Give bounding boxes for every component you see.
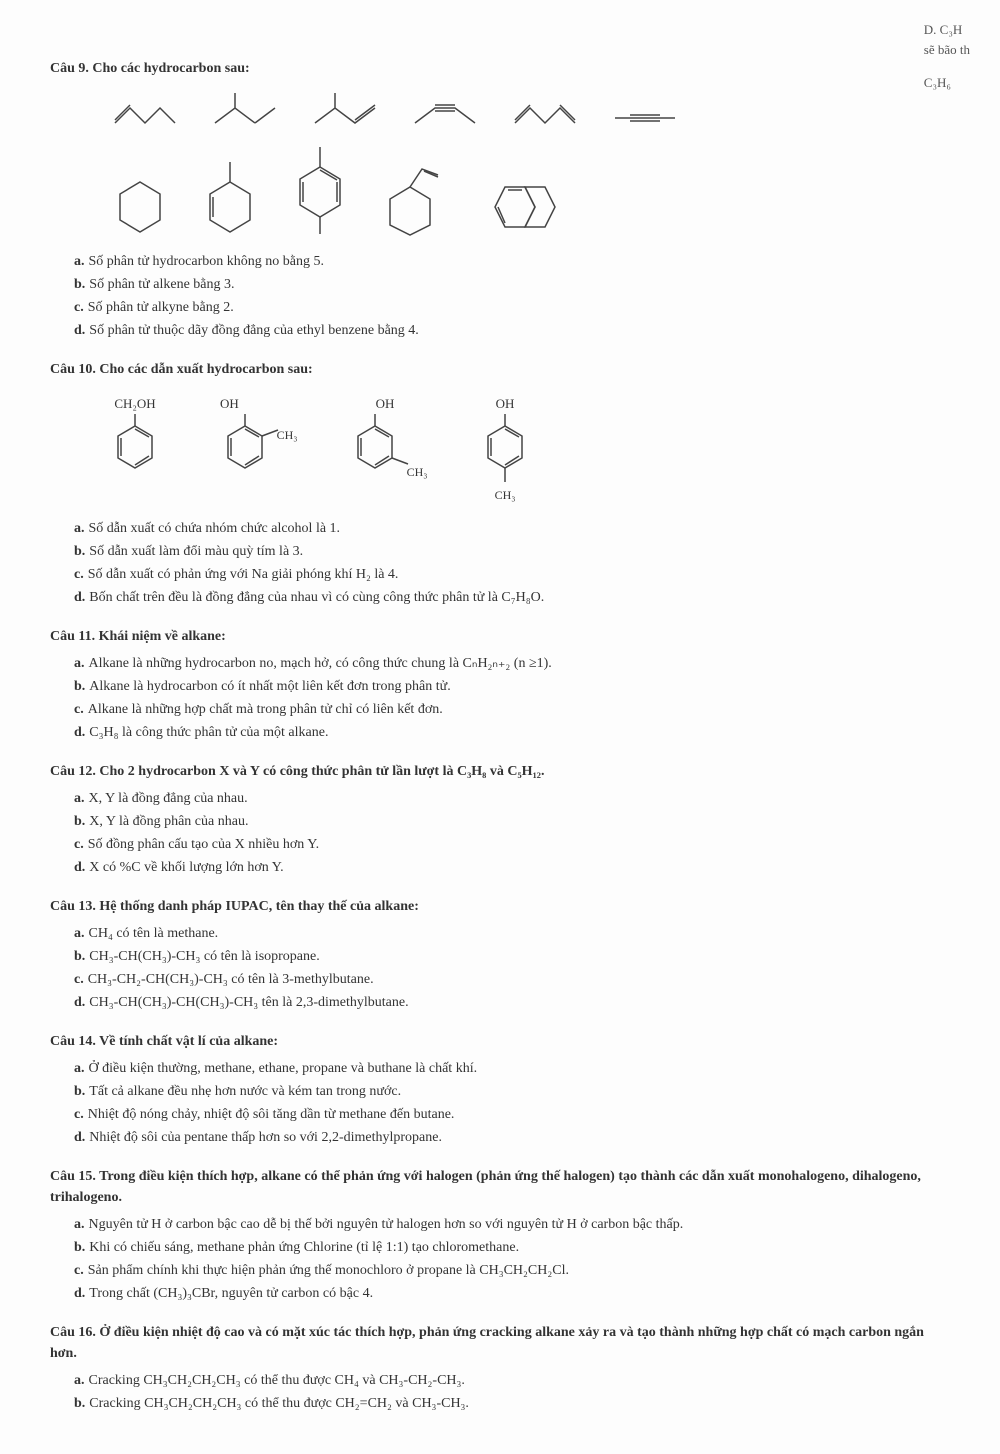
q12-a-text: X, Y là đồng đẳng của nhau.	[89, 791, 248, 806]
top-right-note: sẽ bão th	[924, 40, 970, 60]
q14-b-text: Tất cả alkane đều nhẹ hơn nước và kém ta…	[89, 1084, 401, 1099]
struct-alkyne-2	[610, 108, 680, 128]
q9-c-text: Số phân tử alkyne bằng 2.	[88, 300, 234, 315]
q11-c-text: Alkane là những hợp chất mà trong phân t…	[88, 702, 443, 717]
label-oh-3: OH	[350, 394, 420, 414]
q14-header: Câu 14. Về tính chất vật lí của alkane:	[50, 1031, 950, 1052]
top-right-d: D. C₃H	[924, 20, 970, 40]
q11-opt-c: c.Alkane là những hợp chất mà trong phân…	[74, 699, 950, 720]
q12-opt-b: b.X, Y là đồng phân của nhau.	[74, 811, 950, 832]
q15-b-text: Khi có chiếu sáng, methane phản ứng Chlo…	[89, 1240, 519, 1255]
q14-c-text: Nhiệt độ nóng chảy, nhiệt độ sôi tăng dầ…	[88, 1107, 455, 1122]
q15-opt-d: d.Trong chất (CH₃)₃CBr, nguyên tử carbon…	[74, 1283, 950, 1304]
q15-header: Câu 15. Trong điều kiện thích hợp, alkan…	[50, 1166, 950, 1208]
q14-a-text: Ở điều kiện thường, methane, ethane, pro…	[89, 1061, 478, 1076]
struct-p-cresol: OH CH₃	[480, 394, 530, 504]
q13-d-text: CH₃-CH(CH₃)-CH(CH₃)-CH₃ tên là 2,3-dimet…	[89, 995, 408, 1010]
q12-b-text: X, Y là đồng phân của nhau.	[89, 814, 248, 829]
q16-opt-a: a.Cracking CH₃CH₂CH₂CH₃ có thể thu được …	[74, 1370, 950, 1391]
q12-header: Câu 12. Cho 2 hydrocarbon X và Y có công…	[50, 761, 950, 782]
q16-a-text: Cracking CH₃CH₂CH₂CH₃ có thể thu được CH…	[89, 1373, 465, 1388]
q13-header: Câu 13. Hệ thống danh pháp IUPAC, tên th…	[50, 896, 950, 917]
q9-d-text: Số phân tử thuộc dãy đồng đẳng của ethyl…	[89, 323, 419, 338]
q13-opt-b: b.CH₃-CH(CH₃)-CH₃ có tên là isopropane.	[74, 946, 950, 967]
q14-opt-b: b.Tất cả alkane đều nhẹ hơn nước và kém …	[74, 1081, 950, 1102]
top-right-note2: C₃H₆	[924, 73, 970, 93]
q10-opt-b: b.Số dẫn xuất làm đổi màu quỳ tím là 3.	[74, 541, 950, 562]
q13-a-text: CH₄ có tên là methane.	[89, 926, 219, 941]
q16-opt-b: b.Cracking CH₃CH₂CH₂CH₃ có thể thu được …	[74, 1393, 950, 1414]
q9-opt-b: b.Số phân tử alkene bằng 3.	[74, 274, 950, 295]
q12-opt-c: c.Số đồng phân cấu tạo của X nhiều hơn Y…	[74, 834, 950, 855]
q9-structures-row1	[110, 93, 950, 128]
q11-opt-a: a.Alkane là những hydrocarbon no, mạch h…	[74, 653, 950, 674]
struct-m-cresol: OH CH₃	[350, 394, 420, 497]
label-oh-4: OH	[480, 394, 530, 414]
label-oh-2: OH	[220, 394, 239, 414]
q15-opt-b: b.Khi có chiếu sáng, methane phản ứng Ch…	[74, 1237, 950, 1258]
q12-c-text: Số đồng phân cấu tạo của X nhiều hơn Y.	[88, 837, 319, 852]
q9-structures-row2	[110, 142, 950, 237]
q9-a-text: Số phân tử hydrocarbon không no bằng 5.	[89, 254, 324, 269]
struct-o-cresol: OH CH₃	[220, 394, 290, 492]
label-ch3-2: CH₃	[252, 426, 322, 444]
struct-alkene-1	[110, 98, 180, 128]
q14-d-text: Nhiệt độ sôi của pentane thấp hơn so với…	[89, 1130, 442, 1145]
struct-branched-1	[210, 93, 280, 128]
q14-opt-a: a.Ở điều kiện thường, methane, ethane, p…	[74, 1058, 950, 1079]
q11-d-text: C₃H₈ là công thức phân tử của một alkane…	[89, 725, 328, 740]
q12-opt-a: a.X, Y là đồng đẳng của nhau.	[74, 788, 950, 809]
q13-opt-d: d.CH₃-CH(CH₃)-CH(CH₃)-CH₃ tên là 2,3-dim…	[74, 992, 950, 1013]
q11-a-text: Alkane là những hydrocarbon no, mạch hở,…	[89, 656, 552, 671]
q14-opt-d: d.Nhiệt độ sôi của pentane thấp hơn so v…	[74, 1127, 950, 1148]
q11-header: Câu 11. Khái niệm về alkane:	[50, 626, 950, 647]
q13-b-text: CH₃-CH(CH₃)-CH₃ có tên là isopropane.	[89, 949, 319, 964]
q11-opt-d: d.C₃H₈ là công thức phân tử của một alka…	[74, 722, 950, 743]
q11-b-text: Alkane là hydrocarbon có ít nhất một liê…	[89, 679, 450, 694]
q13-opt-a: a.CH₄ có tên là methane.	[74, 923, 950, 944]
q10-d-text: Bốn chất trên đều là đồng đẳng của nhau …	[89, 590, 544, 605]
q11-opt-b: b.Alkane là hydrocarbon có ít nhất một l…	[74, 676, 950, 697]
q9-header: Câu 9. Cho các hydrocarbon sau:	[50, 58, 950, 79]
struct-methylcyclohexene	[200, 157, 260, 237]
q10-structures: CH₂OH OH CH₃ OH CH₃ OH CH₃	[110, 394, 950, 504]
q9-opt-d: d.Số phân tử thuộc dãy đồng đẳng của eth…	[74, 320, 950, 341]
struct-p-xylene-like	[290, 142, 350, 237]
q13-c-text: CH₃-CH₂-CH(CH₃)-CH₃ có tên là 3-methylbu…	[88, 972, 374, 987]
label-ch2oh: CH₂OH	[110, 394, 160, 414]
struct-branched-2	[310, 93, 380, 128]
label-ch3-4: CH₃	[480, 486, 530, 504]
q10-header: Câu 10. Cho các dẫn xuất hydrocarbon sau…	[50, 359, 950, 380]
q10-opt-d: d.Bốn chất trên đều là đồng đẳng của nha…	[74, 587, 950, 608]
q15-opt-a: a.Nguyên tử H ở carbon bậc cao dễ bị thế…	[74, 1214, 950, 1235]
struct-alkyne-1	[410, 98, 480, 128]
q10-c-text: Số dẫn xuất có phản ứng với Na giải phón…	[88, 567, 399, 582]
label-ch3-3: CH₃	[382, 463, 452, 481]
q15-opt-c: c.Sản phẩm chính khi thực hiện phản ứng …	[74, 1260, 950, 1281]
q9-b-text: Số phân tử alkene bằng 3.	[89, 277, 234, 292]
q16-header: Câu 16. Ở điều kiện nhiệt độ cao và có m…	[50, 1322, 950, 1364]
q10-a-text: Số dẫn xuất có chứa nhóm chức alcohol là…	[89, 521, 341, 536]
q16-b-text: Cracking CH₃CH₂CH₂CH₃ có thể thu được CH…	[89, 1396, 469, 1411]
q12-d-text: X có %C về khối lượng lớn hơn Y.	[89, 860, 283, 875]
struct-diene	[510, 98, 580, 128]
q10-opt-c: c.Số dẫn xuất có phản ứng với Na giải ph…	[74, 564, 950, 585]
struct-naphthalene-like	[480, 177, 570, 237]
q14-opt-c: c.Nhiệt độ nóng chảy, nhiệt độ sôi tăng …	[74, 1104, 950, 1125]
q15-c-text: Sản phẩm chính khi thực hiện phản ứng th…	[88, 1263, 569, 1278]
struct-benzyl-alcohol: CH₂OH	[110, 394, 160, 474]
struct-vinylcyclohexane	[380, 157, 450, 237]
q13-opt-c: c.CH₃-CH₂-CH(CH₃)-CH₃ có tên là 3-methyl…	[74, 969, 950, 990]
q10-opt-a: a.Số dẫn xuất có chứa nhóm chức alcohol …	[74, 518, 950, 539]
q9-opt-c: c.Số phân tử alkyne bằng 2.	[74, 297, 950, 318]
q9-opt-a: a.Số phân tử hydrocarbon không no bằng 5…	[74, 251, 950, 272]
q10-b-text: Số dẫn xuất làm đổi màu quỳ tím là 3.	[89, 544, 303, 559]
q12-opt-d: d.X có %C về khối lượng lớn hơn Y.	[74, 857, 950, 878]
q15-d-text: Trong chất (CH₃)₃CBr, nguyên tử carbon c…	[89, 1286, 373, 1301]
q15-a-text: Nguyên tử H ở carbon bậc cao dễ bị thế b…	[89, 1217, 684, 1232]
struct-cyclohexane	[110, 167, 170, 237]
